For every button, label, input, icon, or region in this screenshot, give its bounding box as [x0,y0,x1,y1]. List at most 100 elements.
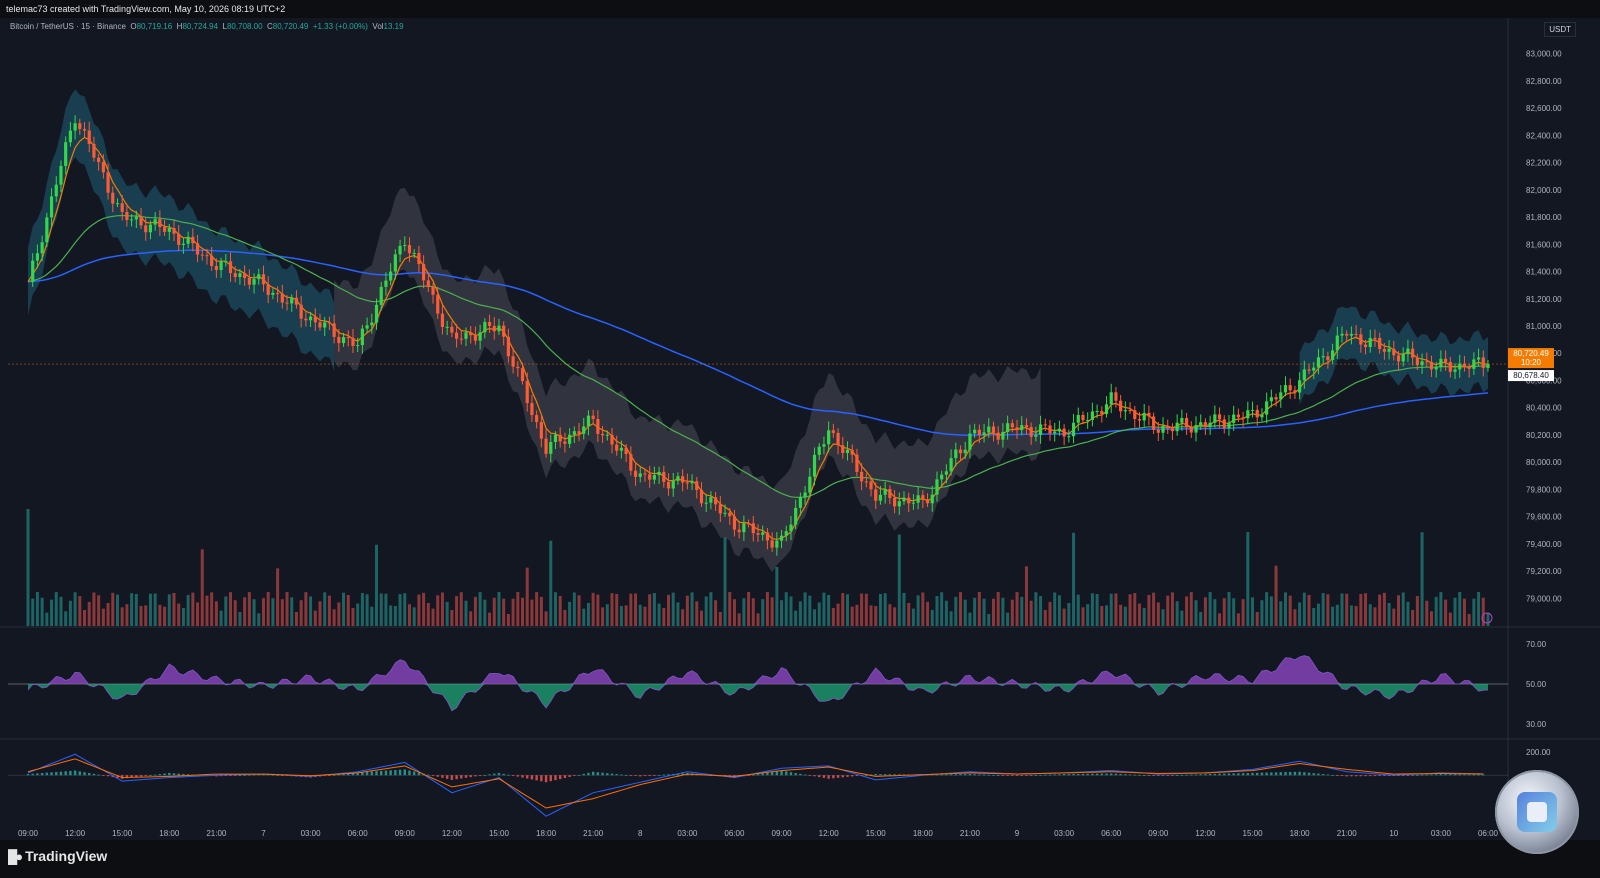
candle-body[interactable] [219,261,223,271]
candle-body[interactable] [624,447,628,455]
candle-body[interactable] [285,302,289,304]
candle-body[interactable] [1053,431,1057,434]
candle-body[interactable] [798,497,802,508]
candle-body[interactable] [949,458,953,472]
candle-body[interactable] [332,323,336,337]
candle-body[interactable] [789,524,793,532]
candle-body[interactable] [101,161,105,173]
candle-body[interactable] [874,489,878,501]
candle-body[interactable] [615,444,619,451]
tradingview-logo[interactable]: █● TradingView [8,848,107,864]
candle-body[interactable] [1020,425,1024,431]
candle-body[interactable] [794,507,798,525]
candle-body[interactable] [261,274,266,285]
candle-body[interactable] [1283,385,1288,393]
candle-body[interactable] [271,292,275,295]
candle-body[interactable] [195,243,200,255]
candle-body[interactable] [907,497,911,504]
candle-body[interactable] [1260,414,1264,418]
candle-body[interactable] [577,431,581,434]
candle-body[interactable] [384,280,388,287]
candle-body[interactable] [214,265,218,271]
candle-body[interactable] [709,497,713,503]
candle-body[interactable] [191,236,195,244]
candle-body[interactable] [676,476,680,481]
candle-body[interactable] [422,264,426,281]
candle-body[interactable] [775,540,779,548]
candle-body[interactable] [850,449,854,455]
candle-body[interactable] [925,499,930,504]
candle-body[interactable] [87,130,91,144]
candle-body[interactable] [290,297,294,304]
candle-body[interactable] [1119,400,1123,412]
candle-body[interactable] [1354,333,1358,335]
candle-body[interactable] [1363,344,1368,348]
candle-body[interactable] [1076,414,1080,423]
candle-body[interactable] [973,429,977,434]
candle-body[interactable] [1378,338,1382,349]
candle-body[interactable] [337,336,341,344]
candle-body[interactable] [1170,428,1175,432]
candle-body[interactable] [591,415,595,419]
candle-body[interactable] [1359,334,1363,345]
candle-body[interactable] [1095,411,1099,413]
candle-body[interactable] [478,332,482,341]
candle-body[interactable] [1298,380,1302,393]
candle-body[interactable] [935,479,939,495]
candle-body[interactable] [1161,425,1165,433]
candle-body[interactable] [1458,363,1462,370]
candle-body[interactable] [346,337,350,339]
candle-body[interactable] [1467,367,1471,369]
candle-body[interactable] [1222,419,1226,429]
candle-body[interactable] [370,322,374,326]
candle-body[interactable] [544,438,548,454]
candle-body[interactable] [553,434,558,442]
candle-body[interactable] [1156,429,1160,433]
candle-body[interactable] [243,273,247,279]
candle-body[interactable] [648,474,652,480]
candle-body[interactable] [704,502,708,504]
candle-body[interactable] [487,321,492,326]
candle-body[interactable] [855,454,859,472]
candle-body[interactable] [120,203,124,212]
candle-body[interactable] [1104,404,1109,415]
candle-body[interactable] [1246,410,1250,419]
candle-body[interactable] [1236,414,1240,418]
candle-body[interactable] [784,531,788,536]
candle-body[interactable] [59,165,63,185]
candle-body[interactable] [1217,414,1222,420]
candle-body[interactable] [1071,422,1076,437]
candle-body[interactable] [115,203,120,205]
candle-body[interactable] [238,273,242,278]
candle-body[interactable] [205,255,209,257]
candle-body[interactable] [1429,361,1434,370]
candle-body[interactable] [1415,357,1419,366]
candle-body[interactable] [1265,401,1269,415]
candle-body[interactable] [356,345,360,347]
candle-body[interactable] [327,322,332,324]
candle-body[interactable] [803,492,807,498]
candle-body[interactable] [280,293,284,303]
candle-body[interactable] [31,260,35,282]
candle-body[interactable] [1057,428,1062,432]
candle-body[interactable] [690,481,694,484]
candle-body[interactable] [860,471,864,482]
candle-body[interactable] [897,501,901,507]
candle-body[interactable] [888,489,892,498]
candle-body[interactable] [398,245,402,255]
candle-body[interactable] [1123,410,1127,412]
candle-body[interactable] [1241,417,1245,419]
candle-body[interactable] [1067,436,1071,438]
candle-body[interactable] [1448,362,1452,372]
candle-body[interactable] [1279,392,1283,400]
candle-body[interactable] [977,429,981,435]
candle-body[interactable] [761,532,765,535]
candle-body[interactable] [892,497,897,507]
candle-body[interactable] [1043,424,1047,426]
candle-body[interactable] [1048,425,1052,434]
candle-body[interactable] [407,245,412,254]
candle-body[interactable] [313,316,317,323]
candle-body[interactable] [944,471,948,475]
candle-body[interactable] [657,471,661,476]
